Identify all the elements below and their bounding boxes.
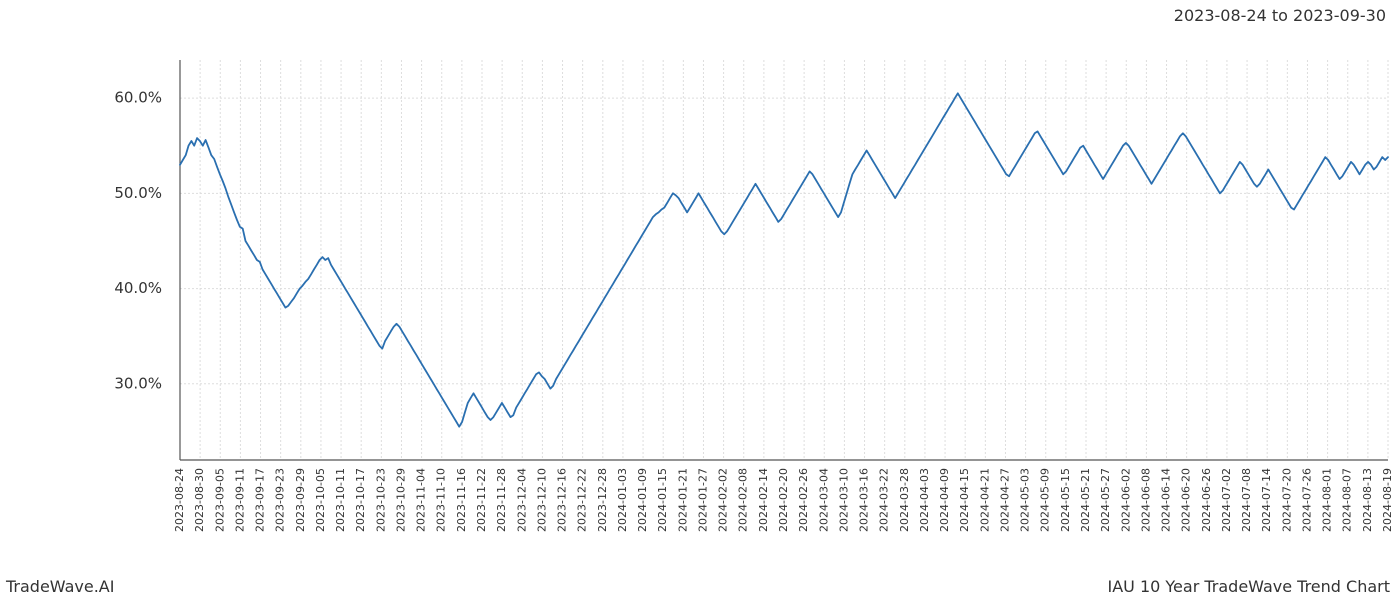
svg-text:2024-06-08: 2024-06-08 — [1139, 468, 1152, 532]
svg-text:2024-05-03: 2024-05-03 — [1019, 468, 1032, 532]
svg-text:2024-01-03: 2024-01-03 — [616, 468, 629, 532]
svg-text:2023-09-23: 2023-09-23 — [274, 468, 287, 532]
svg-text:2023-11-16: 2023-11-16 — [455, 468, 468, 532]
svg-text:2024-03-04: 2024-03-04 — [817, 468, 830, 532]
svg-text:2023-09-29: 2023-09-29 — [294, 468, 307, 532]
svg-text:40.0%: 40.0% — [114, 279, 162, 297]
svg-text:2024-05-15: 2024-05-15 — [1059, 468, 1072, 532]
svg-text:2024-03-16: 2024-03-16 — [858, 468, 871, 532]
svg-text:30.0%: 30.0% — [114, 374, 162, 392]
svg-text:2023-12-22: 2023-12-22 — [576, 468, 589, 532]
svg-text:2023-11-28: 2023-11-28 — [495, 468, 508, 532]
svg-text:2023-11-22: 2023-11-22 — [475, 468, 488, 532]
svg-text:2024-07-14: 2024-07-14 — [1260, 468, 1273, 532]
svg-text:2023-10-23: 2023-10-23 — [374, 468, 387, 532]
svg-text:2023-12-04: 2023-12-04 — [515, 468, 528, 532]
svg-text:2024-01-27: 2024-01-27 — [696, 468, 709, 532]
svg-text:2024-02-14: 2024-02-14 — [757, 468, 770, 532]
svg-text:2024-08-01: 2024-08-01 — [1321, 468, 1334, 532]
svg-text:2024-08-19: 2024-08-19 — [1381, 468, 1394, 532]
svg-text:2024-02-08: 2024-02-08 — [737, 468, 750, 532]
trend-chart: 30.0% 40.0% 50.0% 60.0% 2023-08-24 2023-08-30… — [0, 30, 1400, 570]
svg-text:2023-08-24: 2023-08-24 — [173, 468, 186, 532]
svg-text:2024-04-03: 2024-04-03 — [918, 468, 931, 532]
svg-text:2024-05-27: 2024-05-27 — [1099, 468, 1112, 532]
svg-text:2023-11-04: 2023-11-04 — [415, 468, 428, 532]
svg-text:2024-03-28: 2024-03-28 — [898, 468, 911, 532]
svg-text:2024-08-07: 2024-08-07 — [1341, 468, 1354, 532]
svg-text:2024-06-26: 2024-06-26 — [1200, 468, 1213, 532]
svg-text:2024-03-22: 2024-03-22 — [878, 468, 891, 532]
svg-text:2023-09-11: 2023-09-11 — [233, 468, 246, 532]
svg-text:2024-04-21: 2024-04-21 — [978, 468, 991, 532]
svg-text:2023-08-30: 2023-08-30 — [193, 468, 206, 532]
svg-text:2024-08-13: 2024-08-13 — [1361, 468, 1374, 532]
svg-text:2024-06-02: 2024-06-02 — [1119, 468, 1132, 532]
svg-text:2024-07-02: 2024-07-02 — [1220, 468, 1233, 532]
svg-text:2024-07-20: 2024-07-20 — [1280, 468, 1293, 532]
chart-title: IAU 10 Year TradeWave Trend Chart — [1107, 577, 1390, 596]
svg-text:2024-05-21: 2024-05-21 — [1079, 468, 1092, 532]
svg-text:2023-09-17: 2023-09-17 — [254, 468, 267, 532]
svg-text:2024-06-14: 2024-06-14 — [1160, 468, 1173, 532]
svg-text:50.0%: 50.0% — [114, 184, 162, 202]
svg-text:2023-10-11: 2023-10-11 — [334, 468, 347, 532]
svg-text:2024-01-09: 2024-01-09 — [636, 468, 649, 532]
svg-text:2023-12-16: 2023-12-16 — [556, 468, 569, 532]
svg-text:2023-10-05: 2023-10-05 — [314, 468, 327, 532]
svg-text:2023-10-29: 2023-10-29 — [394, 468, 407, 532]
svg-text:2024-01-21: 2024-01-21 — [676, 468, 689, 532]
svg-text:2024-07-26: 2024-07-26 — [1300, 468, 1313, 532]
svg-text:2024-06-20: 2024-06-20 — [1180, 468, 1193, 532]
svg-text:2023-12-10: 2023-12-10 — [535, 468, 548, 532]
svg-text:2024-04-27: 2024-04-27 — [998, 468, 1011, 532]
svg-text:2024-07-08: 2024-07-08 — [1240, 468, 1253, 532]
svg-text:2024-02-26: 2024-02-26 — [797, 468, 810, 532]
svg-text:2024-05-09: 2024-05-09 — [1039, 468, 1052, 532]
svg-text:2023-09-05: 2023-09-05 — [213, 468, 226, 532]
svg-text:2024-03-10: 2024-03-10 — [837, 468, 850, 532]
svg-text:2024-04-09: 2024-04-09 — [938, 468, 951, 532]
svg-text:2023-11-10: 2023-11-10 — [435, 468, 448, 532]
svg-text:60.0%: 60.0% — [114, 89, 162, 107]
svg-text:2023-12-28: 2023-12-28 — [596, 468, 609, 532]
svg-text:2024-02-02: 2024-02-02 — [717, 468, 730, 532]
svg-text:2024-02-20: 2024-02-20 — [777, 468, 790, 532]
svg-text:2024-01-15: 2024-01-15 — [656, 468, 669, 532]
date-range-title: 2023-08-24 to 2023-09-30 — [1174, 6, 1386, 25]
chart-svg: 30.0% 40.0% 50.0% 60.0% 2023-08-24 2023-08-30… — [0, 30, 1400, 570]
svg-text:2023-10-17: 2023-10-17 — [354, 468, 367, 532]
footer-brand: TradeWave.AI — [6, 577, 114, 596]
svg-text:2024-04-15: 2024-04-15 — [958, 468, 971, 532]
